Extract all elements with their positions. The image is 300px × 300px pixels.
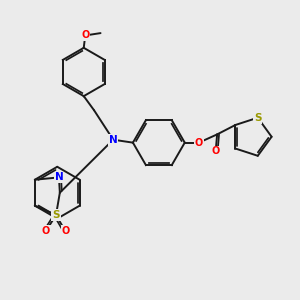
Text: N: N bbox=[55, 172, 63, 182]
Text: N: N bbox=[109, 135, 118, 145]
Text: O: O bbox=[61, 226, 70, 236]
Text: O: O bbox=[81, 31, 89, 40]
Text: S: S bbox=[52, 210, 60, 220]
Text: O: O bbox=[42, 226, 50, 236]
Text: O: O bbox=[212, 146, 220, 157]
Text: O: O bbox=[195, 138, 203, 148]
Text: S: S bbox=[254, 113, 262, 123]
